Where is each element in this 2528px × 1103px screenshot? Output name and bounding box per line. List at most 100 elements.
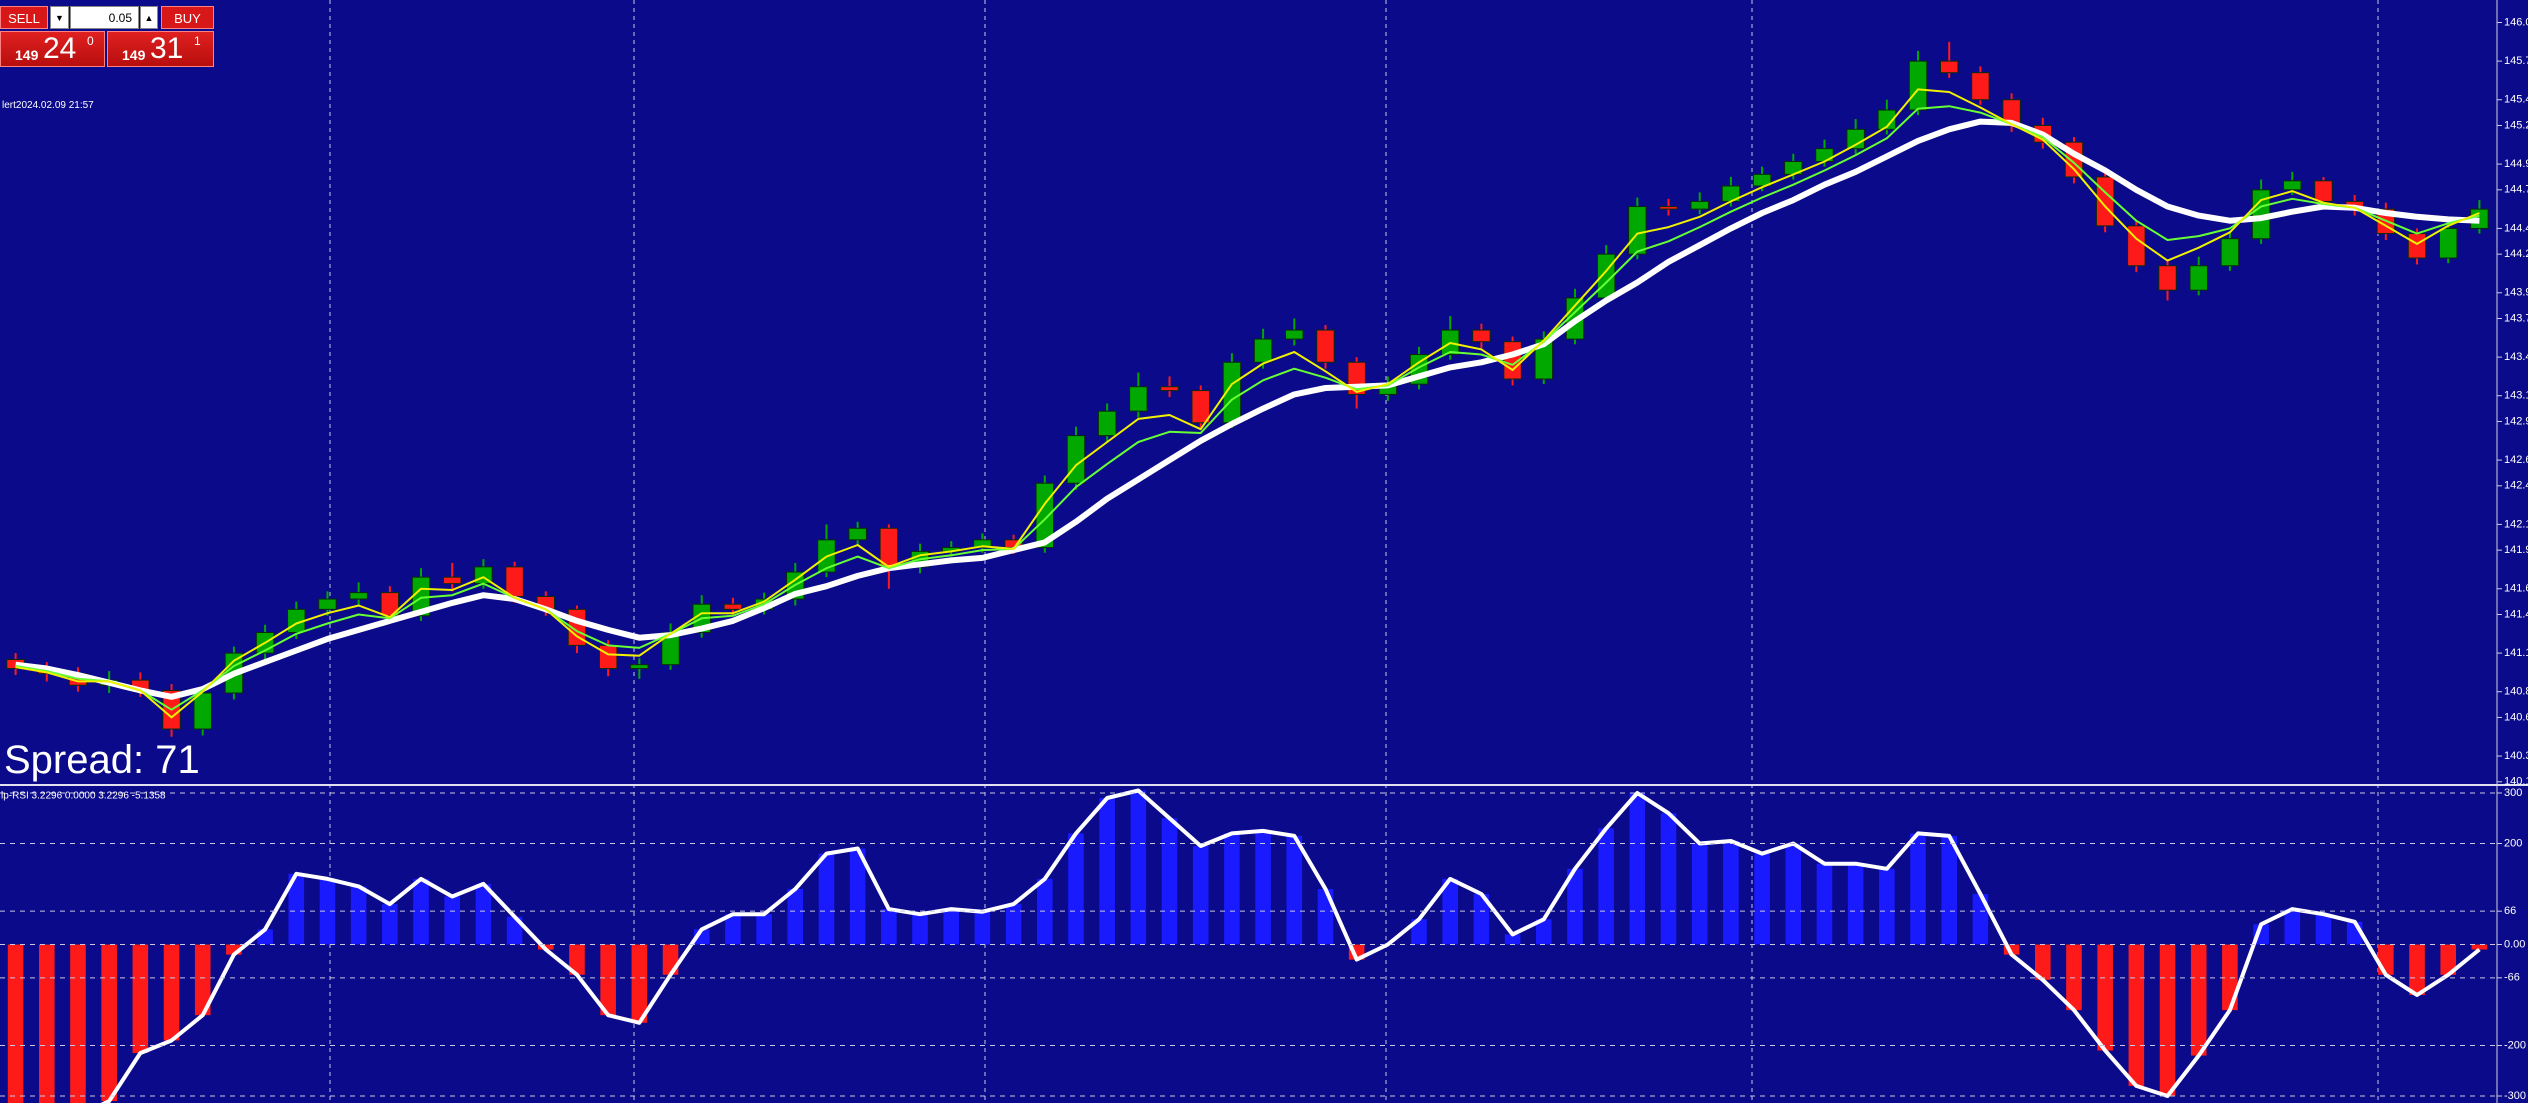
histogram-bar: [2003, 944, 2020, 955]
lot-up-button[interactable]: ▲: [140, 6, 158, 29]
histogram-bar: [444, 896, 461, 945]
candle-body: [1939, 60, 1959, 74]
candle-body: [2220, 238, 2240, 267]
candle-body: [505, 566, 524, 597]
y-tick-label: 145.2: [2504, 119, 2528, 131]
y-tick-label: 140.3: [2504, 750, 2528, 762]
y-tick-label: 300: [2504, 787, 2522, 799]
moving-average: [15, 105, 2480, 711]
y-tick-label: 143.7: [2504, 312, 2528, 324]
histogram-bar: [1099, 798, 1115, 945]
ask-pips: 31: [150, 32, 184, 65]
candle-body: [1097, 410, 1117, 437]
histogram-bar: [288, 873, 305, 945]
y-tick-label: 200: [2504, 837, 2522, 849]
y-tick-label: 66: [2504, 905, 2516, 917]
candle-body: [1160, 386, 1179, 392]
histogram-bar: [631, 944, 648, 1023]
candle-body: [442, 576, 462, 585]
y-tick-label: 144.9: [2504, 158, 2528, 170]
histogram-bar: [2440, 944, 2457, 975]
histogram-bar: [132, 944, 149, 1054]
histogram-bar: [912, 914, 928, 945]
candle-body: [2438, 227, 2458, 259]
candle-body: [848, 527, 867, 541]
y-tick-label: 144.2: [2504, 248, 2528, 260]
price-panel: [6, 41, 2489, 737]
lot-input[interactable]: 0.05: [70, 6, 139, 29]
ask-quote[interactable]: 149 31 1: [107, 31, 214, 67]
histogram-bar: [1130, 790, 1147, 945]
y-tick-label: 145.4: [2504, 94, 2528, 106]
candle-body: [723, 603, 743, 610]
histogram-bar: [1879, 868, 1895, 945]
candle-body: [193, 692, 212, 730]
histogram-bar: [382, 904, 398, 945]
histogram-bar: [319, 878, 336, 945]
histogram-bar: [1723, 840, 1739, 945]
ask-big-figure: 149: [122, 47, 146, 63]
indicator-title: lp-RSI 3.2296 0.0000 3.2296 -5.1358: [1, 791, 166, 802]
axes: 146.0 145.7 145.4 145.2 144.9 144.7 144.4 144.2…: [0, 16, 2528, 1102]
histogram-bar: [1629, 793, 1646, 945]
histogram-bar: [2159, 944, 2176, 1096]
histogram-bar: [1442, 878, 1459, 945]
y-tick-label: 141.6: [2504, 583, 2528, 595]
histogram-bar: [1036, 878, 1053, 945]
histogram-bar: [1816, 863, 1833, 945]
y-tick-label: -200: [2504, 1039, 2526, 1051]
lot-down-button[interactable]: ▼: [50, 6, 69, 29]
candle-body: [1690, 200, 1709, 210]
histogram-bar: [974, 911, 991, 945]
histogram-bar: [787, 888, 804, 945]
bid-point: 0: [87, 34, 94, 48]
y-tick-label: 144.4: [2504, 222, 2528, 234]
histogram-bar: [163, 944, 180, 1041]
y-tick-label: 142.1: [2504, 518, 2528, 530]
histogram-bar: [1535, 919, 1552, 945]
histogram-bar: [1660, 813, 1677, 945]
buy-button[interactable]: BUY: [161, 6, 214, 29]
y-tick-label: 140.1: [2504, 776, 2528, 788]
y-tick-label: 143.9: [2504, 287, 2528, 299]
ask-point: 1: [194, 34, 201, 48]
candle-body: [630, 664, 649, 670]
histogram-bar: [1473, 894, 1490, 945]
histogram-bar: [818, 853, 835, 945]
histogram-bar: [1504, 934, 1521, 945]
histogram-bar: [849, 848, 866, 945]
histogram-bar: [2315, 914, 2332, 945]
histogram-bar: [38, 944, 55, 1103]
histogram-bar: [569, 944, 585, 975]
bid-quote[interactable]: 149 24 0: [0, 31, 105, 67]
y-tick-label: 140.6: [2504, 711, 2528, 723]
histogram-bar: [2409, 944, 2425, 995]
histogram-bar: [1068, 833, 1084, 945]
candle-body: [2283, 180, 2302, 191]
histogram-bar: [2190, 944, 2207, 1056]
histogram-bar: [1598, 828, 1614, 945]
histogram-bar: [2066, 944, 2082, 1011]
candle-body: [598, 644, 618, 670]
candle-body: [2095, 176, 2115, 227]
histogram-bar: [2284, 909, 2301, 945]
sell-button[interactable]: SELL: [0, 6, 48, 29]
candle-body: [1316, 329, 1335, 363]
y-tick-label: 143.4: [2504, 351, 2528, 363]
alert-text: lert2024.02.09 21:57: [2, 100, 94, 111]
histogram-bar: [2034, 944, 2051, 980]
y-tick-label: 0.00: [2504, 938, 2525, 950]
histogram-bar: [1941, 835, 1958, 945]
candle-body: [1628, 206, 1647, 255]
candle-body: [2407, 233, 2427, 259]
candle-body: [973, 539, 992, 549]
histogram-bar: [1785, 843, 1802, 945]
candle-body: [349, 592, 368, 600]
bid-big-figure: 149: [15, 47, 39, 63]
histogram-bar: [413, 878, 429, 945]
y-tick-label: 142.4: [2504, 480, 2528, 492]
histogram-bar: [1317, 888, 1334, 945]
candle-body: [2189, 265, 2208, 291]
